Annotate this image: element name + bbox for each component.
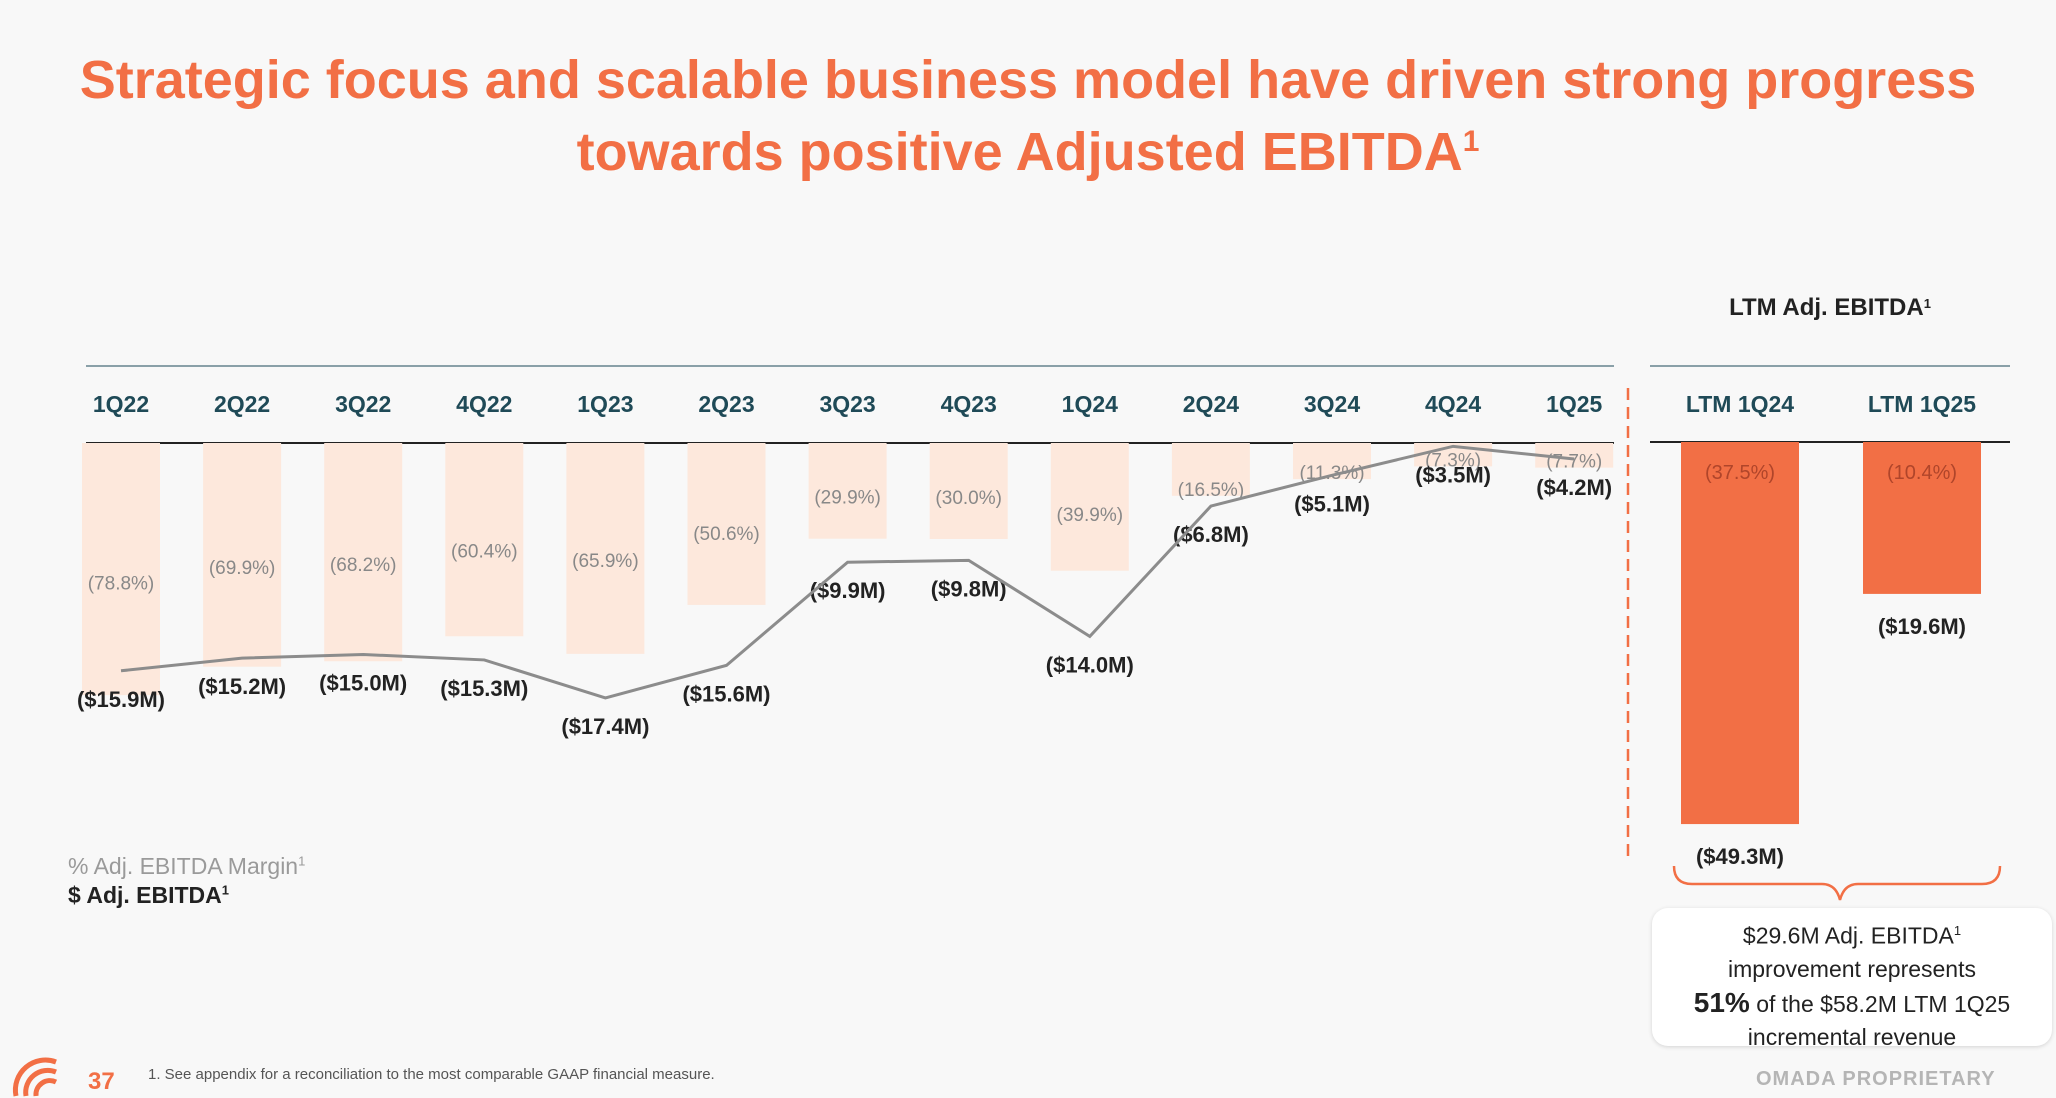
page-number: 37 — [88, 1068, 115, 1095]
ebitda-label-3q22: ($15.0M) — [319, 671, 407, 696]
bar-margin-2q24 — [1171, 443, 1250, 496]
ltm-margin-label-ltm-1q24: (37.5%) — [1705, 462, 1775, 484]
legend-ebitda: $ Adj. EBITDA1 — [68, 882, 230, 908]
bar-margin-1q22 — [82, 443, 160, 696]
margin-label-1q22: (78.8%) — [88, 574, 155, 595]
title-line2: towards positive Adjusted EBITDA — [576, 122, 1463, 182]
category-label-2q23: 2Q23 — [698, 391, 754, 417]
category-label-3q23: 3Q23 — [819, 391, 875, 417]
ltm-ebitda-label-ltm-1q24: ($49.3M) — [1696, 844, 1784, 869]
proprietary-label: OMADA PROPRIETARY — [1756, 1068, 1996, 1090]
omada-logo-icon — [12, 1057, 58, 1097]
legend-margin: % Adj. EBITDA Margin1 — [68, 853, 306, 879]
callout-percentage: 51% — [1693, 986, 1750, 1018]
margin-label-1q24: (39.9%) — [1057, 505, 1124, 526]
ebitda-trend-line — [120, 444, 1575, 700]
category-label-3q22: 3Q22 — [335, 391, 391, 417]
ebitda-label-3q23: ($9.9M) — [810, 578, 886, 603]
category-label-2q22: 2Q22 — [214, 391, 270, 417]
ltm-bar-ltm-1q25 — [1863, 442, 1981, 594]
page-title: Strategic focus and scalable business mo… — [0, 44, 2056, 188]
title-footnote-marker: 1 — [1462, 125, 1480, 158]
callout-line3: of the $58.2M LTM 1Q25 — [1749, 990, 2011, 1017]
ebitda-label-4q22: ($15.3M) — [440, 676, 528, 701]
category-label-1q25: 1Q25 — [1546, 391, 1602, 417]
bar-margin-1q23 — [566, 443, 645, 654]
category-label-2q24: 2Q24 — [1183, 391, 1239, 417]
bar-margin-4q23 — [929, 443, 1008, 539]
margin-label-1q23: (65.9%) — [572, 551, 639, 572]
title-line1: Strategic focus and scalable business mo… — [79, 50, 1977, 110]
improvement-bracket — [1672, 865, 2002, 901]
bar-margin-2q22 — [203, 443, 282, 667]
category-label-4q24: 4Q24 — [1425, 391, 1481, 417]
margin-label-4q22: (60.4%) — [451, 541, 518, 562]
ebitda-label-3q24: ($5.1M) — [1294, 491, 1370, 516]
ebitda-label-4q24: ($3.5M) — [1415, 462, 1491, 487]
ltm-title-footnote-marker: 1 — [1924, 296, 1931, 311]
ebitda-label-2q23: ($15.6M) — [682, 681, 770, 706]
category-label-1q22: 1Q22 — [93, 391, 149, 417]
category-label-1q24: 1Q24 — [1062, 391, 1118, 417]
bar-margin-1q24 — [1050, 443, 1129, 571]
category-label-1q23: 1Q23 — [577, 391, 633, 417]
ltm-category-label-ltm-1q24: LTM 1Q24 — [1686, 391, 1794, 417]
category-label-4q23: 4Q23 — [941, 391, 997, 417]
margin-label-4q24: (7.3%) — [1425, 450, 1481, 471]
category-label-3q24: 3Q24 — [1304, 391, 1360, 417]
bar-margin-4q22 — [445, 443, 524, 637]
margin-label-2q23: (50.6%) — [693, 524, 760, 545]
ebitda-label-1q23: ($17.4M) — [561, 714, 649, 739]
category-label-4q22: 4Q22 — [456, 391, 512, 417]
ebitda-label-1q24: ($14.0M) — [1046, 652, 1134, 677]
ltm-margin-label-ltm-1q25: (10.4%) — [1887, 462, 1957, 484]
bar-margin-2q23 — [687, 443, 766, 605]
margin-label-2q22: (69.9%) — [209, 558, 276, 579]
ebitda-label-1q22: ($15.9M) — [77, 687, 165, 712]
margin-label-2q24: (16.5%) — [1178, 480, 1245, 501]
bar-margin-3q22 — [324, 443, 403, 662]
callout-line1: $29.6M Adj. EBITDA — [1742, 922, 1954, 949]
ebitda-label-1q25: ($4.2M) — [1536, 475, 1612, 500]
callout-line2: improvement represents — [1728, 955, 1976, 982]
margin-label-3q22: (68.2%) — [330, 555, 397, 576]
bar-margin-3q24 — [1293, 443, 1371, 480]
ltm-bar-ltm-1q24 — [1681, 442, 1799, 825]
ebitda-label-2q22: ($15.2M) — [198, 674, 286, 699]
bar-margin-3q23 — [808, 443, 887, 539]
margin-label-3q23: (29.9%) — [814, 488, 881, 509]
margin-label-1q25: (7.7%) — [1546, 452, 1602, 473]
improvement-callout: $29.6M Adj. EBITDA1 improvement represen… — [1652, 908, 2052, 1050]
ebitda-label-4q23: ($9.8M) — [931, 576, 1007, 601]
callout-line4: incremental revenue — [1747, 1023, 1957, 1050]
margin-label-4q23: (30.0%) — [935, 488, 1002, 509]
footnote: 1. See appendix for a reconciliation to … — [148, 1066, 715, 1083]
ltm-ebitda-label-ltm-1q25: ($19.6M) — [1878, 614, 1966, 639]
ltm-chart-title: LTM Adj. EBITDA1 — [1729, 294, 1931, 321]
ltm-category-label-ltm-1q25: LTM 1Q25 — [1868, 391, 1976, 417]
